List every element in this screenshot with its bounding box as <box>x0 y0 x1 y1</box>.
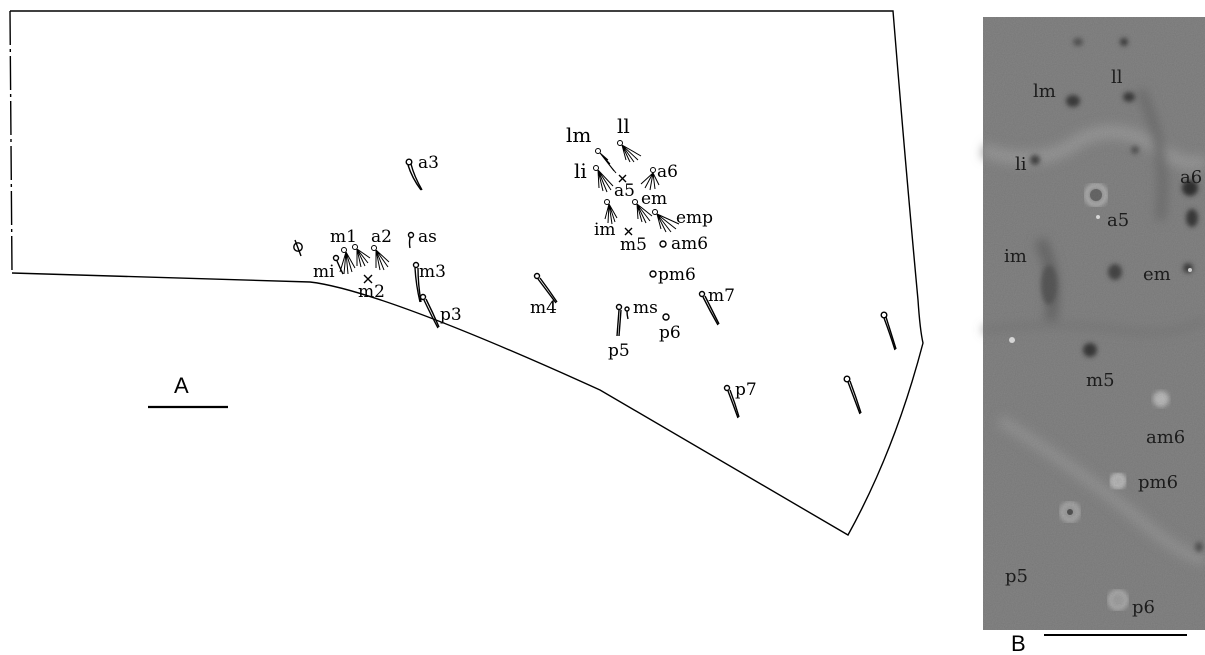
photo-label-em: em <box>1143 264 1171 285</box>
label-p3: p3 <box>440 305 462 325</box>
panel-label-b: B <box>1011 631 1026 655</box>
ciliated-seta-a2 <box>371 245 390 271</box>
seta-a3 <box>405 158 423 191</box>
label-m1: m1 <box>330 227 357 247</box>
seta-posterior-2 <box>880 311 897 351</box>
ciliated-seta-emp <box>652 209 680 233</box>
label-m7: m7 <box>708 286 735 306</box>
sensillum-p6 <box>662 313 670 321</box>
label-pm6: pm6 <box>658 265 696 285</box>
label-p5: p5 <box>608 341 630 361</box>
sensillum-am6 <box>659 240 667 248</box>
seta-ms <box>615 303 623 337</box>
label-ll: ll <box>617 114 630 138</box>
label-p7: p7 <box>735 380 757 400</box>
label-mi: mi <box>313 262 335 282</box>
panel-label-a: A <box>174 373 189 398</box>
photo-label-am6: am6 <box>1146 427 1185 448</box>
ciliated-seta-a6 <box>640 167 660 191</box>
ciliated-seta-lm <box>595 148 617 174</box>
label-a2: a2 <box>371 227 392 247</box>
panel-b-photo: lm ll li a6 a5 im em m5 am6 pm6 p5 p6 <box>980 17 1205 630</box>
seta-m1 <box>332 254 344 275</box>
label-lm: lm <box>566 123 591 147</box>
ciliated-seta-li <box>593 165 614 193</box>
label-a3: a3 <box>418 153 439 173</box>
ciliated-seta-im <box>604 199 618 225</box>
panel-a-labels: a3 m1 a2 as mi m2 m3 p3 m4 lm ll li a5 a… <box>174 114 757 400</box>
label-li: li <box>574 159 587 183</box>
label-im: im <box>594 220 616 240</box>
label-ms: ms <box>633 298 658 318</box>
label-em: em <box>641 189 667 209</box>
label-a6: a6 <box>657 162 678 182</box>
seta-as <box>407 231 415 249</box>
segment-left-edge <box>9 10 13 274</box>
label-as: as <box>418 227 437 247</box>
seta-p3 <box>419 293 440 329</box>
ciliated-seta-ll <box>617 140 642 163</box>
label-m5: m5 <box>620 235 647 255</box>
ciliated-seta-mi <box>339 247 356 275</box>
panel-a-drawing <box>9 10 924 536</box>
photo-label-a5: a5 <box>1107 210 1129 231</box>
panel-b-labels: lm ll li a6 a5 im em m5 am6 pm6 p5 p6 <box>1004 67 1202 618</box>
ciliated-seta-m1 <box>352 244 371 268</box>
label-m4: m4 <box>530 298 557 318</box>
label-p6: p6 <box>659 323 681 343</box>
sensillum-pm6 <box>649 270 657 278</box>
label-am6: am6 <box>671 234 708 254</box>
photo-label-li: li <box>1015 154 1027 175</box>
photo-label-m5: m5 <box>1086 370 1115 391</box>
photo-label-lm: lm <box>1033 81 1056 102</box>
photo-label-p5: p5 <box>1005 566 1028 587</box>
photo-grain <box>983 17 1205 630</box>
seta-m4 <box>533 272 558 304</box>
pseudopore-m5 <box>624 227 633 236</box>
photo-label-ll: ll <box>1111 67 1123 88</box>
label-m2: m2 <box>358 282 385 302</box>
label-m3: m3 <box>419 262 446 282</box>
photo-label-a6: a6 <box>1180 167 1202 188</box>
seta-m7 <box>698 290 720 326</box>
panel-a-setae <box>293 140 897 419</box>
seta-p7 <box>723 384 740 419</box>
pseudopore-a5 <box>618 174 627 183</box>
ciliated-seta-em <box>632 199 653 224</box>
label-a5: a5 <box>614 181 635 201</box>
photo-label-im: im <box>1004 246 1027 267</box>
label-emp: emp <box>676 208 713 228</box>
photo-label-p6: p6 <box>1132 597 1155 618</box>
segment-outline <box>10 10 924 536</box>
seta-posterior-1 <box>843 375 862 415</box>
sensillum-phi <box>293 239 303 257</box>
pseudopore-m2 <box>363 274 373 284</box>
seta-ms-small <box>624 306 630 320</box>
photo-label-pm6: pm6 <box>1138 472 1178 493</box>
